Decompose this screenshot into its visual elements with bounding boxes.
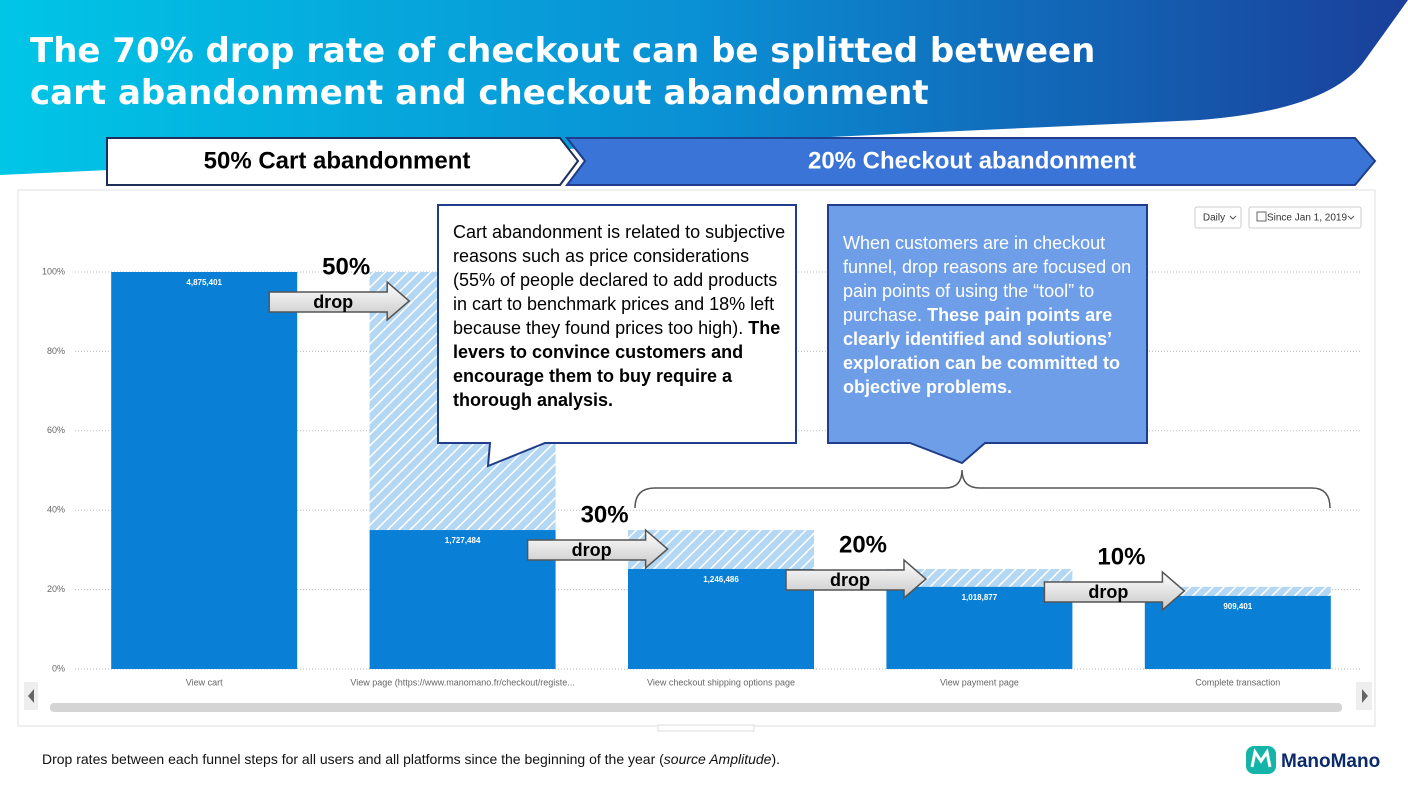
drop-off (1144, 586, 1331, 596)
banner-cart (106, 137, 580, 186)
x-tick-label: View cart (186, 677, 223, 687)
y-tick-label: 60% (47, 425, 65, 435)
callout-text: Cart abandonment is related to subjectiv… (453, 220, 788, 412)
footer-text: Drop rates between each funnel steps for… (42, 751, 664, 767)
drop-percent: 50% (322, 253, 370, 280)
callout-bold: These pain points are clearly identified… (843, 305, 1121, 397)
footer-source: source Amplitude (663, 751, 772, 767)
brace (634, 469, 1331, 509)
bar (1144, 595, 1331, 669)
drop-percent: 10% (1097, 543, 1145, 570)
bar (628, 568, 814, 669)
date-label: Since Jan 1, 2019 (1267, 213, 1347, 224)
count-label: 909,401 (1223, 602, 1252, 611)
callout-body: Cart abandonment is related to subjectiv… (453, 222, 786, 338)
calendar-icon (1256, 211, 1267, 222)
x-tick-label: View page (https://www.manomano.fr/check… (350, 677, 574, 687)
banner-label: 50% Cart abandonment (204, 147, 471, 174)
count-label: 1,246,486 (703, 575, 739, 584)
drop-word: drop (313, 292, 353, 312)
drop-off (886, 568, 1073, 587)
y-tick-label: 0% (52, 663, 65, 673)
header-band (0, 0, 1408, 175)
interval-label: Daily (1203, 213, 1225, 224)
bar (886, 586, 1073, 669)
logo-text: ManoMano (1281, 751, 1380, 772)
y-tick-label: 20% (47, 584, 65, 594)
x-tick-label: Complete transaction (1195, 677, 1280, 687)
drop-arrow (1043, 570, 1186, 612)
count-label: 1,727,484 (445, 536, 481, 545)
callout-box (437, 204, 797, 468)
drop-word: drop (1088, 582, 1128, 602)
bar (369, 530, 556, 669)
y-tick-label: 40% (47, 505, 65, 515)
arrow (28, 689, 34, 703)
scrollbar[interactable] (50, 703, 1342, 712)
drop-percent: 20% (839, 531, 887, 558)
callout-body: When customers are in checkout funnel, d… (843, 233, 1132, 325)
bar (111, 272, 298, 669)
x-tick-label: View checkout shipping options page (647, 677, 795, 687)
drop-percent: 30% (581, 501, 629, 528)
callout-text: When customers are in checkout funnel, d… (843, 231, 1141, 399)
arrow (1362, 689, 1368, 703)
y-tick-label: 80% (47, 346, 65, 356)
footer: Drop rates between each funnel steps for… (42, 751, 780, 767)
callout-box (827, 204, 1148, 465)
drop-arrow (526, 528, 669, 570)
drop-word: drop (830, 570, 870, 590)
slide-title: The 70% drop rate of checkout can be spl… (30, 31, 1096, 113)
interval-select[interactable] (1194, 206, 1242, 229)
banner-label: 20% Checkout abandonment (808, 147, 1136, 174)
drop-arrow (268, 280, 411, 322)
date-select[interactable] (1248, 206, 1362, 229)
count-label: 1,018,877 (962, 593, 998, 602)
y-tick-label: 100% (42, 266, 65, 276)
count-label: 4,875,401 (186, 278, 222, 287)
drop-word: drop (572, 540, 612, 560)
drop-arrow (785, 558, 928, 600)
logo-mark (1250, 748, 1272, 768)
footer-end: ). (771, 751, 781, 767)
panel-tab (657, 724, 755, 732)
callout-bold: The levers to convince customers and enc… (453, 318, 781, 410)
chevrons (1229, 215, 1355, 220)
banner-checkout (564, 137, 1377, 186)
x-tick-label: View payment page (940, 677, 1019, 687)
